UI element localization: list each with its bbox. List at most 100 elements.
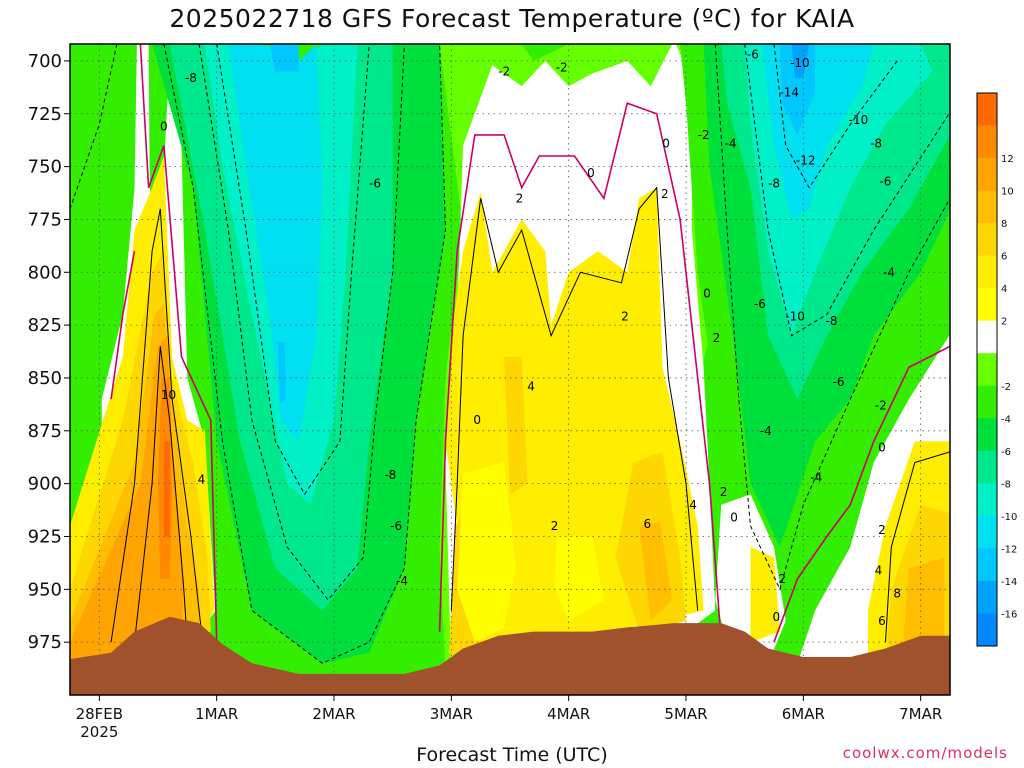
contour-label: -14 xyxy=(779,86,799,100)
legend-swatch xyxy=(977,515,997,549)
legend-tick-label: 6 xyxy=(1001,252,1007,263)
legend-swatch xyxy=(977,548,997,582)
contour-label: -10 xyxy=(785,310,805,324)
contour-label: 2 xyxy=(661,187,669,201)
temperature-band xyxy=(750,547,780,643)
contour-label: -4 xyxy=(760,424,772,438)
temperature-band xyxy=(779,44,816,135)
legend-swatch xyxy=(977,223,997,256)
contour-label: 2 xyxy=(621,310,629,324)
legend-swatch xyxy=(977,158,997,191)
contour-label: -6 xyxy=(390,519,402,533)
x-tick-sublabel: 2025 xyxy=(80,723,118,741)
contour-label: -10 xyxy=(790,56,810,70)
isotherm-line xyxy=(110,208,204,643)
legend-swatch xyxy=(977,255,997,289)
contour-label: 0 xyxy=(587,166,595,180)
contour-label: -12 xyxy=(796,153,816,167)
y-tick-label: 900 xyxy=(28,474,62,495)
y-tick-label: 975 xyxy=(28,632,62,653)
legend-tick-label: -4 xyxy=(1001,414,1011,425)
chart-title: 2025022718 GFS Forecast Temperature (ºC)… xyxy=(169,4,855,33)
contour-label: 2 xyxy=(551,519,559,533)
legend-tick-label: -2 xyxy=(1001,382,1011,393)
temperature-band xyxy=(277,342,286,404)
legend-swatch xyxy=(977,483,997,517)
y-tick-label: 925 xyxy=(28,526,62,547)
y-tick-label: 750 xyxy=(28,157,62,178)
plot-frame xyxy=(69,43,951,696)
contour-label: -2 xyxy=(556,60,568,74)
contour-label: -10 xyxy=(849,113,869,127)
contour-label: 0 xyxy=(703,286,711,300)
y-tick-label: 725 xyxy=(28,104,62,125)
legend-swatch xyxy=(977,190,997,224)
y-tick-label: 700 xyxy=(28,51,62,72)
legend-tick-label: 8 xyxy=(1001,219,1007,230)
contour-label: -4 xyxy=(725,136,737,150)
contour-label: 4 xyxy=(875,563,883,577)
temperature-band xyxy=(228,44,323,442)
temperature-band xyxy=(903,557,945,643)
legend-swatch xyxy=(977,125,997,159)
terrain-surface xyxy=(70,616,950,695)
y-tick-label: 850 xyxy=(28,368,62,389)
temperature-band xyxy=(457,462,516,643)
isotherm-line xyxy=(216,44,370,496)
y-tick-label: 875 xyxy=(28,421,62,442)
x-tick-label: 2MAR xyxy=(312,705,355,723)
legend-tick-label: -12 xyxy=(1001,544,1017,555)
contour-label: 8 xyxy=(893,587,901,601)
legend-swatch xyxy=(977,613,997,647)
contour-label: 0 xyxy=(773,610,781,624)
legend-swatch xyxy=(977,320,997,354)
contour-label: 6 xyxy=(643,517,651,531)
contour-label: -4 xyxy=(396,574,408,588)
contour-label: 2 xyxy=(516,191,524,205)
contour-label: -8 xyxy=(185,71,197,85)
temperature-band xyxy=(504,356,528,495)
contour-label: 2 xyxy=(778,572,786,586)
legend-frame xyxy=(976,92,998,647)
y-tick-label: 825 xyxy=(28,315,62,336)
contour-label: 2 xyxy=(720,485,728,499)
temperature-band xyxy=(639,521,672,621)
y-tick-label: 950 xyxy=(28,579,62,600)
isotherm-line xyxy=(744,44,950,337)
legend-swatch xyxy=(977,288,997,322)
legend-tick-label: 12 xyxy=(1001,154,1014,165)
contour-label: -6 xyxy=(879,174,891,188)
legend-tick-label: 10 xyxy=(1001,187,1014,198)
contour-label: 0 xyxy=(160,119,168,133)
isotherm-line xyxy=(110,250,136,400)
x-tick-label: 5MAR xyxy=(664,705,707,723)
isotherm-line xyxy=(139,44,218,643)
contour-label: 0 xyxy=(878,441,886,455)
contour-label: -4 xyxy=(883,265,895,279)
isotherm-line xyxy=(450,186,699,611)
contour-label: -2 xyxy=(698,128,710,142)
temperature-band xyxy=(163,441,170,537)
contour-label: 0 xyxy=(730,510,738,524)
legend-swatch xyxy=(977,385,997,419)
temperature-band xyxy=(791,44,810,78)
x-tick-label: 1MAR xyxy=(195,705,238,723)
contour-label: -6 xyxy=(369,177,381,191)
contour-label: -2 xyxy=(498,64,510,78)
contour-label: 0 xyxy=(662,136,670,150)
contour-label: -8 xyxy=(870,136,882,150)
isotherm-line xyxy=(438,102,722,643)
temperature-band xyxy=(554,536,604,621)
x-tick-label: 3MAR xyxy=(430,705,473,723)
contour-label: -6 xyxy=(747,48,759,62)
legend-swatch xyxy=(977,580,997,614)
contour-label: -8 xyxy=(826,314,838,328)
legend-tick-label: -14 xyxy=(1001,577,1017,588)
plot-area xyxy=(70,44,950,695)
legend-swatch xyxy=(977,353,997,387)
isotherm-line xyxy=(714,44,950,591)
x-tick-label: 4MAR xyxy=(547,705,590,723)
contour-label: 0 xyxy=(473,413,481,427)
isotherm-line xyxy=(885,451,950,643)
